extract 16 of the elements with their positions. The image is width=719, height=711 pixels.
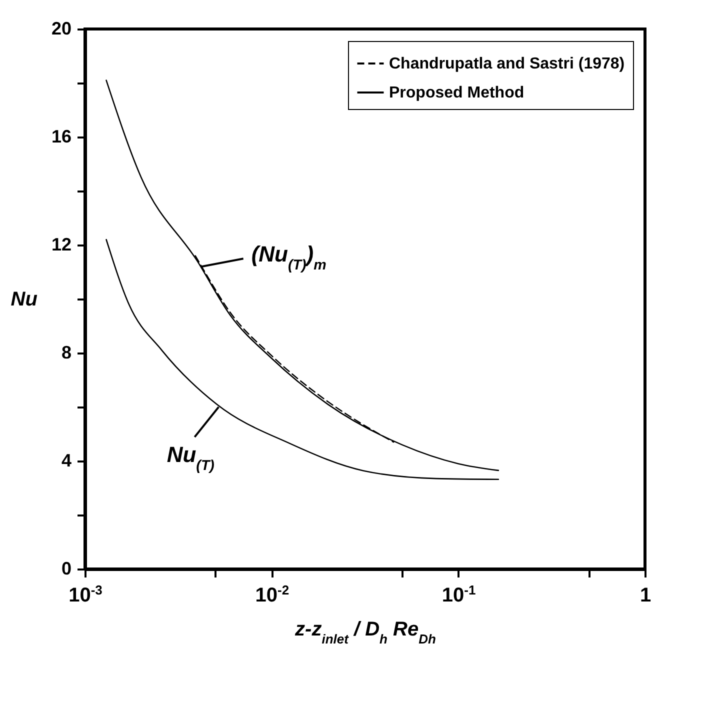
- legend-label: Chandrupatla and Sastri (1978): [389, 56, 625, 72]
- y-tick-label: 0: [61, 558, 72, 578]
- annotation: Nu$_{(T)}$: [166, 442, 215, 474]
- x-tick-label: 10$^{-3}$: [68, 582, 102, 606]
- legend-label: Proposed Method: [389, 84, 524, 102]
- y-tick-label: 16: [51, 126, 72, 146]
- y-tick-label: 20: [51, 18, 72, 38]
- x-tick-label: 1: [640, 584, 652, 606]
- y-tick-label: 4: [61, 450, 72, 470]
- y-tick-label: 8: [61, 342, 72, 362]
- x-tick-label: 10$^{-1}$: [442, 582, 476, 606]
- y-axis-title: Nu: [10, 288, 38, 310]
- annotation: (Nu$_{(T)}$)$_{m}$: [251, 242, 327, 274]
- x-axis-title: z-z$_{inlet}$ / D$_{h}$ Re$_{Dh}$: [294, 618, 436, 646]
- y-tick-label: 12: [51, 234, 72, 254]
- x-tick-label: 10$^{-2}$: [255, 582, 290, 606]
